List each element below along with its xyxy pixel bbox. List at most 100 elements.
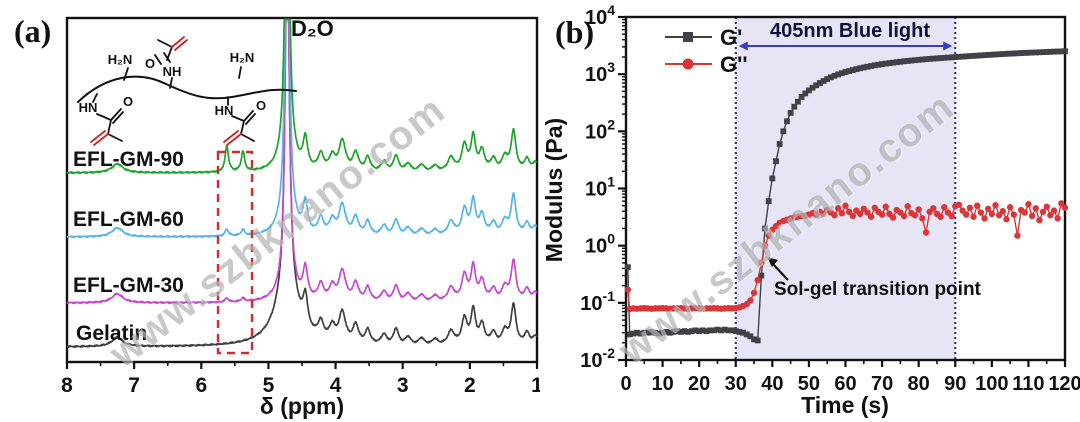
data-point-circle	[1006, 204, 1014, 211]
nmr-traces	[66, 18, 538, 349]
data-point-circle	[882, 203, 889, 210]
data-point-circle	[842, 202, 849, 209]
data-point-circle	[919, 215, 926, 222]
data-point-square	[747, 333, 754, 340]
h2n-right-label: H₂N	[230, 50, 255, 65]
nmr-trace-efl-gm-90	[66, 18, 538, 175]
data-point-circle	[1021, 209, 1028, 216]
data-point-square	[725, 327, 732, 334]
vinyl-double-bond-mid	[171, 36, 188, 51]
data-point-circle	[1058, 200, 1065, 207]
data-point-square	[762, 225, 768, 232]
x-tick-label: 3	[397, 374, 409, 397]
data-point-square	[798, 94, 805, 100]
x-tick-label: 60	[834, 373, 856, 395]
data-point-square	[736, 329, 743, 335]
data-point-circle	[1043, 203, 1050, 210]
data-point-square	[670, 329, 677, 335]
x-tick-label: 7	[128, 374, 140, 397]
x-tick-label: 8	[61, 374, 73, 397]
bonds	[154, 39, 173, 89]
modulus-series	[624, 48, 1069, 344]
trace-label-efl-gm-30: EFL-GM-30	[73, 274, 184, 297]
data-point-square	[952, 54, 959, 60]
o-right-label: O	[256, 98, 266, 113]
data-point-square	[626, 331, 633, 338]
y-tick-label: 10-2	[580, 345, 615, 372]
data-point-square	[806, 87, 812, 94]
data-point-square	[879, 61, 885, 68]
data-point-square	[809, 84, 816, 91]
data-point-circle	[915, 206, 922, 213]
data-point-square	[919, 56, 926, 63]
data-point-square	[1054, 48, 1061, 55]
trace-label-efl-gm-90: EFL-GM-90	[73, 148, 184, 171]
panel-b-tag: (b)	[555, 14, 594, 50]
nmr-panel: (a) 8 7 6 5 4 3 2 1 δ (ppm) D₂O EFL-GM-90 EFL-G…	[14, 13, 540, 419]
data-point-circle	[900, 212, 908, 220]
data-point-square	[751, 336, 757, 343]
data-point-circle	[1047, 212, 1054, 219]
hn-right-label: HN	[215, 103, 234, 118]
y-tick-label: 100	[585, 231, 615, 258]
data-point-square	[699, 327, 706, 334]
data-point-square	[802, 90, 809, 97]
data-point-square	[966, 53, 973, 60]
data-point-square	[849, 67, 856, 73]
annotation-arrow-line	[770, 261, 789, 281]
y-tick-label: 103	[585, 59, 615, 86]
data-point-square	[857, 65, 864, 72]
data-point-square	[853, 66, 860, 73]
data-point-square	[1051, 48, 1057, 55]
plot-frame-a	[65, 16, 539, 364]
y-tick-label: 102	[585, 116, 615, 143]
bond	[123, 67, 129, 81]
data-point-circle	[845, 208, 853, 216]
data-point-square	[970, 52, 977, 59]
data-point-square	[685, 329, 692, 335]
legend-label-g-double-prime: G''	[720, 52, 748, 77]
data-point-circle	[984, 205, 992, 213]
data-point-square	[864, 63, 871, 70]
data-point-circle	[834, 205, 842, 212]
data-point-square	[1047, 48, 1054, 55]
trace-label-efl-gm-60: EFL-GM-60	[73, 208, 184, 231]
sol-gel-annotation-text: Sol-gel transition point	[774, 279, 982, 300]
x-tick-label: 2	[464, 374, 476, 397]
data-point-square	[765, 198, 772, 205]
data-point-square	[827, 74, 834, 81]
data-point-square	[912, 57, 918, 64]
data-point-square	[624, 264, 631, 271]
data-point-square	[637, 330, 644, 337]
data-point-square	[824, 76, 831, 82]
data-point-square	[707, 327, 714, 334]
polymer-backbone	[77, 75, 297, 103]
x-tick-label: 110	[1012, 373, 1044, 395]
data-point-square	[688, 328, 695, 335]
nh-mid-label: NH	[163, 64, 182, 79]
data-point-circle	[999, 208, 1007, 215]
x-tick-label: 80	[908, 373, 930, 395]
data-point-square	[703, 328, 710, 335]
data-point-square	[893, 59, 900, 66]
data-point-square	[901, 58, 907, 65]
x-tick-label: 30	[725, 373, 747, 395]
data-point-square	[897, 58, 904, 65]
data-point-square	[710, 327, 717, 334]
o-left-label: O	[123, 94, 133, 109]
data-point-square	[663, 329, 670, 335]
data-point-square	[677, 329, 684, 335]
data-point-square	[667, 329, 673, 336]
legend: G' G''	[665, 25, 748, 77]
x-tick-label: 20	[688, 373, 710, 395]
data-point-square	[1036, 49, 1043, 56]
data-point-square	[1062, 48, 1068, 55]
panel-a-tag: (a)	[14, 13, 51, 49]
data-point-square	[641, 329, 648, 336]
x-tick-label: 90	[944, 373, 966, 395]
data-point-square	[838, 70, 845, 77]
data-point-square	[959, 53, 966, 60]
data-point-square	[996, 51, 1003, 58]
data-point-circle	[864, 209, 871, 216]
nmr-trace-efl-gm-30	[66, 18, 538, 305]
